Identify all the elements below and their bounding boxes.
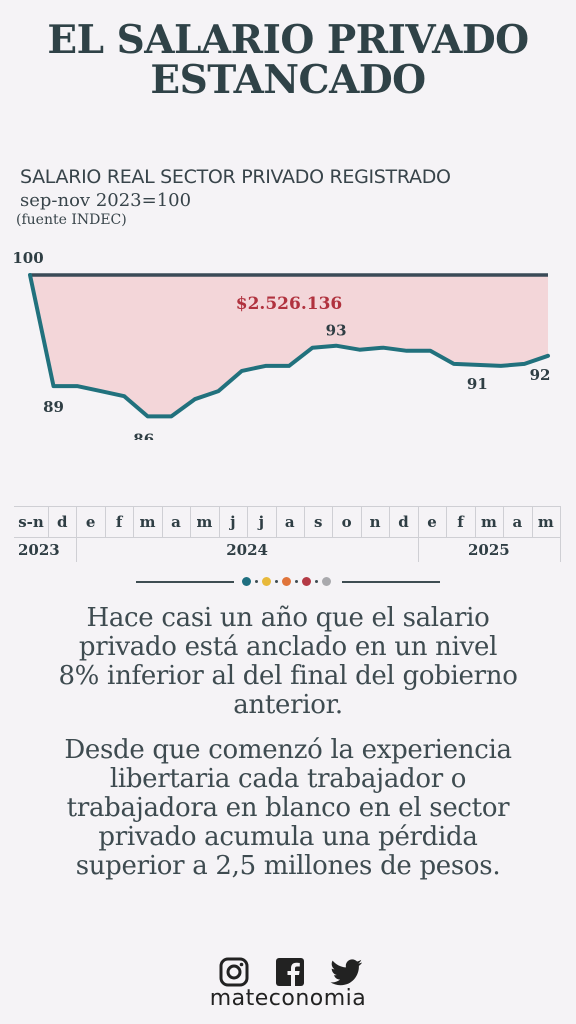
tick-separator: [104, 507, 106, 537]
divider-small-dot: [274, 580, 278, 583]
x-tick-label: m: [139, 513, 156, 531]
tick-separator: [360, 507, 362, 537]
tick-separator: [417, 507, 419, 537]
tick-separator: [48, 507, 49, 537]
x-tick-label: d: [56, 513, 68, 531]
year-label: 2024: [226, 541, 268, 559]
loss-area: [30, 275, 548, 417]
divider-dot: [262, 577, 271, 586]
divider-small-dot: [314, 580, 318, 583]
tick-separator: [474, 507, 476, 537]
divider-dot: [282, 577, 291, 586]
paragraph-2: Desde que comenzó la experiencia liberta…: [20, 736, 556, 881]
x-tick-label: m: [196, 513, 213, 531]
tick-separator: [218, 507, 220, 537]
brand-name: mateconomia: [209, 986, 367, 1011]
x-tick-label: f: [457, 513, 464, 531]
data-label: 86: [133, 430, 154, 440]
x-axis: s-n d e f m a m j j a s o n d e f m a m 2023 2024 2025: [14, 506, 561, 562]
x-tick-label: a: [512, 513, 523, 531]
data-label: 100: [12, 249, 43, 267]
paragraph-1-line: anterior.: [233, 690, 343, 720]
paragraph-1: Hace casi un año que el salario privado …: [20, 604, 556, 720]
paragraph-2-line: privado acumula una pérdida: [98, 822, 478, 852]
footer: mateconomia: [0, 956, 576, 1016]
area-label: $2.526.136: [236, 294, 342, 314]
tick-separator: [332, 507, 334, 537]
facebook-icon[interactable]: [274, 956, 306, 988]
title-line-1: EL SALARIO PRIVADO: [47, 17, 529, 63]
paragraph-2-line: trabajadora en blanco en el sector: [66, 793, 510, 823]
data-label: 89: [43, 398, 64, 416]
year-label: 2025: [468, 541, 510, 559]
paragraph-1-line: Hace casi un año que el salario: [86, 603, 490, 633]
tick-separator: [446, 507, 448, 537]
title-line-2: ESTANCADO: [150, 57, 426, 103]
tick-separator: [133, 507, 135, 537]
divider-line-right: [342, 581, 440, 583]
month-ticks: s-n d e f m a m j j a s o n d e f m a m: [14, 506, 560, 538]
section-divider: [136, 574, 440, 588]
chart-subtitle: sep-nov 2023=100: [20, 190, 192, 211]
page-title: EL SALARIO PRIVADO ESTANCADO: [0, 20, 576, 100]
paragraph-2-line: superior a 2,5 millones de pesos.: [75, 851, 501, 881]
x-tick-label: f: [115, 513, 123, 531]
tick-separator: [531, 507, 533, 537]
x-tick-label: s: [313, 513, 323, 531]
tick-separator: [190, 507, 192, 537]
paragraph-2-line: Desde que comenzó la experiencia: [64, 735, 512, 765]
x-tick-label: j: [258, 513, 265, 531]
x-tick-label: j: [230, 513, 236, 531]
salary-line-chart: $2.526.136 100 89 86 93 91 92: [12, 249, 551, 440]
x-tick-label: o: [341, 513, 352, 531]
salary-series-line: [28, 273, 550, 419]
x-tick-label: m: [537, 513, 554, 531]
tick-separator: [389, 507, 391, 537]
x-tick-label: e: [85, 513, 96, 531]
divider-small-dot: [254, 580, 258, 583]
data-label: 92: [530, 366, 551, 384]
tick-separator: [304, 507, 305, 537]
x-tick-label: n: [369, 513, 381, 531]
data-label: 93: [326, 322, 347, 340]
year-separator: [76, 536, 78, 562]
instagram-icon[interactable]: [218, 956, 250, 988]
year-label: 2023: [18, 541, 60, 559]
tick-separator: [161, 507, 163, 537]
axis-right-border: [560, 506, 561, 562]
chart-source: (fuente INDEC): [16, 212, 127, 228]
chart-title: SALARIO REAL SECTOR PRIVADO REGISTRADO: [20, 166, 451, 188]
tick-separator: [76, 507, 78, 537]
divider-dot: [302, 577, 311, 586]
x-tick-label: s-n: [18, 513, 44, 531]
twitter-icon[interactable]: [328, 956, 363, 988]
x-tick-label: e: [427, 513, 437, 531]
paragraph-1-line: 8% inferior al del final del gobierno: [58, 661, 518, 691]
data-label: 91: [467, 375, 488, 393]
year-separator: [417, 536, 419, 562]
paragraph-2-line: libertaria cada trabajador o: [109, 764, 467, 794]
divider-dot: [242, 577, 251, 586]
divider-small-dot: [294, 580, 298, 583]
x-tick-label: a: [171, 513, 181, 531]
divider-dot: [322, 577, 331, 586]
x-tick-label: m: [480, 513, 497, 531]
tick-separator: [275, 507, 277, 537]
tick-separator: [503, 507, 505, 537]
paragraph-1-line: privado está anclado en un nivel: [78, 632, 498, 662]
year-labels: 2023 2024 2025: [14, 536, 560, 562]
x-tick-label: a: [284, 513, 295, 531]
x-tick-label: d: [398, 513, 409, 531]
divider-line-left: [136, 581, 234, 583]
tick-separator: [247, 507, 249, 537]
